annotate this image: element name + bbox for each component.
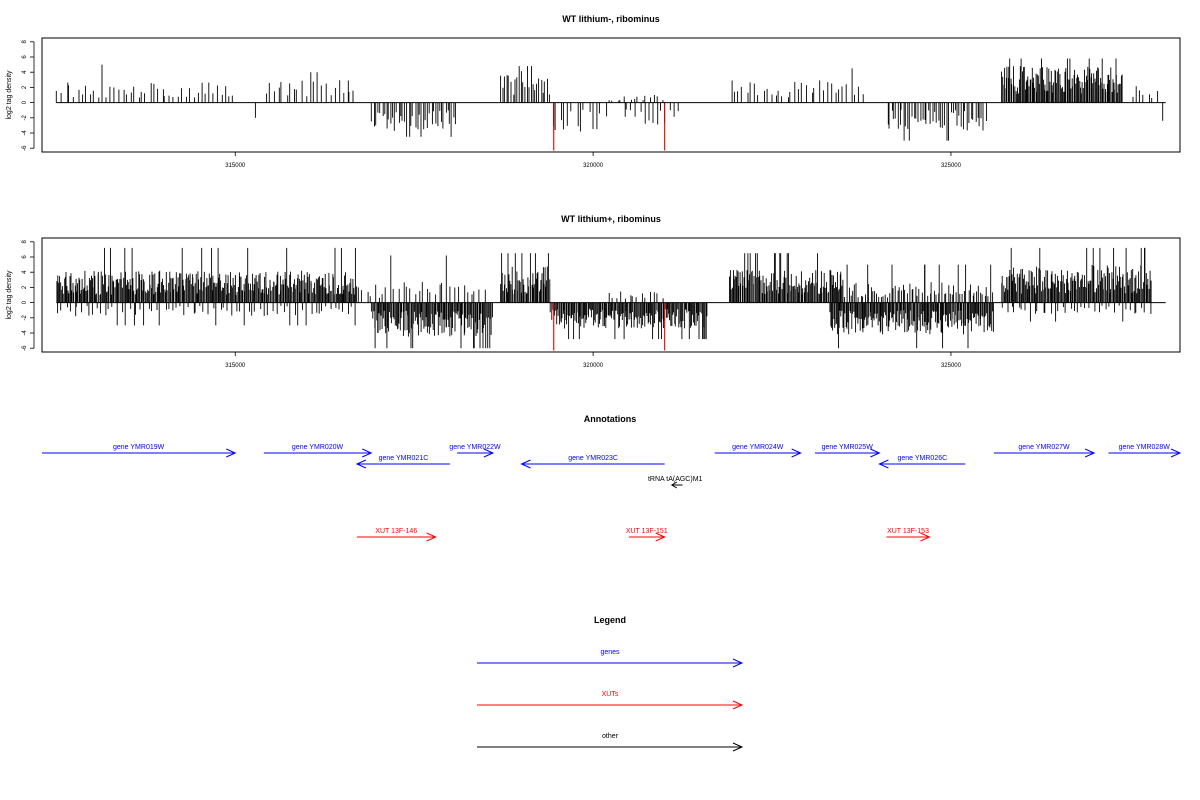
legend-item-label: genes [600,649,620,656]
gene-arrow [878,459,966,469]
y-tick-label: 4 [22,270,28,274]
gene-label: gene YMR022W [449,444,501,451]
arrow-head [355,459,367,469]
chart-title: WT lithium+, ribominus [561,214,661,224]
y-tick-label: 2 [22,285,28,289]
arrow-head [670,481,678,489]
legend-arrow [477,742,744,752]
y-tick-label: 8 [22,39,28,43]
arrow-head [655,532,666,542]
y-tick-label: 6 [22,55,28,59]
x-tick-label: 315000 [225,163,246,169]
x-tick-label: 325000 [941,363,962,369]
y-tick-label: -4 [22,330,28,336]
plot-frame [41,37,1181,153]
gene-arrow [1108,448,1182,458]
arrow-head [362,448,373,458]
y-axis-label: log2 tag density [6,270,13,320]
y-tick-label: 4 [22,70,28,74]
gene-arrow [42,448,237,458]
y-tick-label: 0 [22,100,28,104]
gene-arrow [520,459,665,469]
x-tick-label: 315000 [225,363,246,369]
gene-arrow [993,448,1096,458]
xut-label: XUT 13F-153 [887,528,929,535]
xut-label: XUT 13F-146 [375,528,417,535]
gene-arrow [355,459,450,469]
y-tick-label: 6 [22,255,28,259]
gene-label: gene YMR027W [1018,444,1070,451]
xut-arrow [886,532,931,542]
y-tick-label: 2 [22,85,28,89]
arrow-head [870,448,881,458]
legend-title: Legend [594,615,626,625]
chart-panel-1: WT lithium-, ribominus log2 tag density -6… [6,14,1181,169]
gene-arrow [263,448,373,458]
arrow-head [732,700,744,710]
arrow-head [878,459,889,469]
arrow-head [483,448,495,458]
y-tick-label: -4 [22,130,28,136]
arrow-head [1084,448,1096,458]
gene-label: gene YMR021C [379,455,429,462]
y-axis-label: log2 tag density [6,70,13,120]
xut-label: XUT 13F-151 [626,528,668,535]
legend-item-label: XUTs [602,691,619,698]
xut-arrow [356,532,437,542]
gene-arrow [814,448,881,458]
gene-label: gene YMR023C [568,455,618,462]
gene-label: gene YMR020W [292,444,344,451]
signal-bars [56,247,1152,349]
y-tick-label: -2 [22,114,28,120]
y-tick-label: -6 [22,145,28,151]
chart-panel-2: WT lithium+, ribominus log2 tag density -6… [6,214,1181,369]
signal-bars [55,58,1164,141]
arrow-head [520,459,531,469]
gene-arrow [714,448,802,458]
arrow-head [226,448,237,458]
gene-label: gene YMR026C [897,455,947,462]
legend: Legend genes XUTs other [477,615,744,752]
gene-label: gene YMR024W [732,444,784,451]
gene-arrow [457,448,495,458]
arrow-head [920,532,931,542]
y-tick-label: 8 [22,239,28,243]
legend-item-label: other [602,733,619,740]
x-tick-label: 320000 [583,163,604,169]
x-tick-label: 320000 [583,363,604,369]
annotations-track: Annotations gene YMR019W gene YMR020W gene … [42,414,1182,542]
plot-frame [41,237,1181,353]
other-arrow [670,481,683,489]
legend-arrow [477,700,744,710]
gene-label: gene YMR028W [1119,444,1171,451]
arrow-head [732,742,744,752]
gene-label: gene YMR025W [822,444,874,451]
y-tick-label: -6 [22,345,28,351]
arrow-head [791,448,802,458]
arrow-head [732,658,744,668]
arrow-head [426,532,437,542]
gene-label: gene YMR019W [113,444,165,451]
annotations-title: Annotations [584,414,637,424]
x-tick-label: 325000 [941,163,962,169]
other-label: tRNA tA(AGC)M1 [648,476,703,483]
y-tick-label: 0 [22,300,28,304]
xut-arrow [628,532,666,542]
chart-title: WT lithium-, ribominus [562,14,660,24]
y-tick-label: -2 [22,314,28,320]
arrow-head [1170,448,1182,458]
legend-arrow [477,658,744,668]
